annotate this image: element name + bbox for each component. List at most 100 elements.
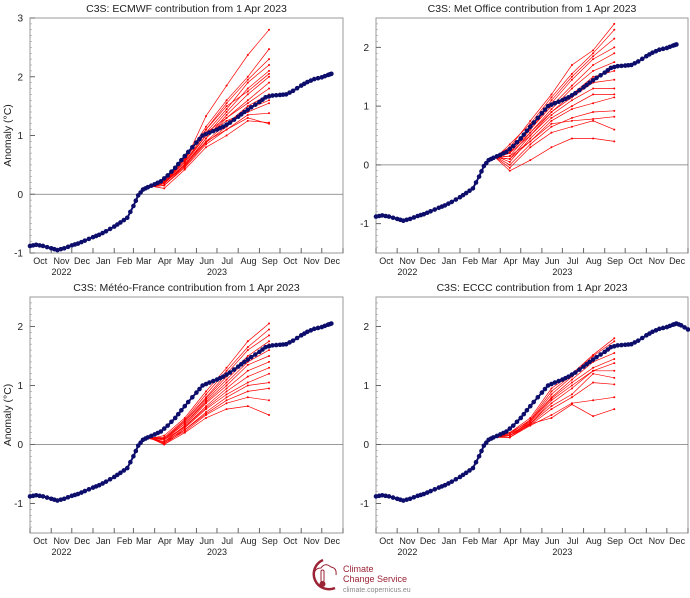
ensemble-point	[268, 349, 271, 352]
observed-point	[165, 423, 170, 428]
observed-point	[504, 429, 509, 434]
ensemble-point	[246, 105, 249, 108]
ensemble-point	[225, 396, 228, 399]
observed-point	[390, 215, 396, 221]
observed-point	[428, 208, 433, 214]
observed-point	[96, 482, 102, 488]
plot-frame	[29, 17, 344, 254]
observed-point	[598, 72, 603, 78]
observed-point	[527, 403, 533, 409]
ensemble-point	[246, 340, 249, 343]
observed-point	[86, 236, 92, 242]
x-tick-label: Jan	[442, 536, 457, 546]
ensemble-point	[246, 87, 249, 90]
observed-point	[411, 495, 417, 500]
x-tick-label: Nov	[649, 536, 666, 546]
observed-point	[411, 215, 417, 220]
observed-point	[657, 326, 662, 332]
observed-point	[479, 169, 484, 174]
x-tick-label: May	[522, 256, 540, 266]
ensemble-point	[613, 52, 616, 55]
x-tick-label: Nov	[53, 536, 70, 546]
ensemble-point	[246, 375, 249, 378]
x-tick-label: Jul	[567, 536, 579, 546]
observed-point	[175, 161, 181, 167]
ensemble-point	[268, 414, 271, 416]
ensemble-point	[225, 134, 228, 137]
y-tick-label: 2	[363, 322, 369, 333]
ensemble-point	[570, 119, 573, 122]
ensemble-point	[268, 81, 271, 84]
thermometer-cloud-icon	[312, 558, 337, 591]
x-tick-label: Oct	[283, 256, 298, 266]
ensemble-point	[592, 381, 595, 384]
ensemble-point	[246, 90, 249, 93]
year-label: 2022	[51, 267, 71, 277]
ensemble-point	[225, 105, 228, 108]
ensemble-point	[613, 408, 616, 411]
observed-point	[40, 494, 46, 499]
observed-point	[131, 454, 136, 459]
x-tick-label: Sep	[607, 536, 623, 546]
x-tick-label: Oct	[379, 256, 394, 266]
observed-point	[685, 327, 690, 332]
x-tick-label: Oct	[628, 536, 643, 546]
ensemble-point	[570, 78, 573, 81]
observed-point	[660, 46, 666, 52]
observed-point	[386, 494, 392, 499]
observed-point	[566, 95, 571, 100]
ensemble-point	[246, 81, 249, 84]
panel-title: C3S: ECCC contribution from 1 Apr 2023	[437, 282, 628, 294]
observed-point	[287, 340, 292, 345]
ensemble-point	[550, 397, 553, 400]
ensemble-point	[225, 399, 228, 402]
observed-point	[161, 426, 167, 431]
observed-point	[197, 386, 202, 392]
observed-point	[473, 459, 479, 465]
panel-1: C3S: Met Office contribution from 1 Apr …	[360, 3, 689, 277]
observed-point	[539, 390, 545, 395]
ensemble-point	[550, 93, 553, 96]
ensemble-point	[205, 393, 208, 396]
ensemble-point	[613, 109, 616, 112]
x-tick-label: Nov	[399, 256, 416, 266]
observed-point	[632, 60, 638, 66]
ensemble-point	[592, 399, 595, 402]
ensemble-point	[225, 384, 228, 387]
y-tick-label: -1	[14, 249, 23, 260]
ensemble-point	[592, 111, 595, 113]
plot-frame	[375, 17, 689, 254]
x-tick-label: Sep	[262, 536, 278, 546]
ensemble-point	[246, 116, 249, 119]
x-tick-label: Jan	[96, 256, 111, 266]
ensemble-point	[205, 125, 208, 128]
observed-point	[442, 482, 448, 488]
chart-grid: C3S: ECMWF contribution from 1 Apr 2023 -…	[2, 3, 690, 556]
ensemble-point	[570, 84, 573, 87]
observed-point	[329, 71, 334, 77]
observed-point	[270, 343, 275, 348]
ensemble-point	[570, 403, 573, 406]
x-tick-label: Oct	[33, 256, 48, 266]
ensemble-point	[268, 72, 271, 75]
ensemble-point	[592, 69, 595, 72]
ensemble-point	[205, 390, 208, 393]
observed-point	[379, 213, 385, 218]
observed-point	[103, 479, 109, 484]
ensemble-point	[570, 396, 573, 399]
observed-point	[507, 426, 513, 431]
observed-point	[383, 493, 388, 499]
observed-point	[65, 244, 71, 250]
ensemble-point	[613, 78, 616, 81]
ensemble-point	[592, 118, 595, 121]
observed-point	[467, 188, 472, 194]
observed-point	[179, 157, 184, 163]
ensemble-point	[246, 99, 249, 102]
ensemble-point	[225, 408, 228, 411]
observed-point	[179, 407, 184, 413]
observed-point	[290, 338, 296, 343]
ensemble-point	[246, 405, 249, 408]
ensemble-point	[268, 360, 271, 363]
observed-point	[245, 107, 251, 112]
ensemble-point	[246, 78, 249, 81]
